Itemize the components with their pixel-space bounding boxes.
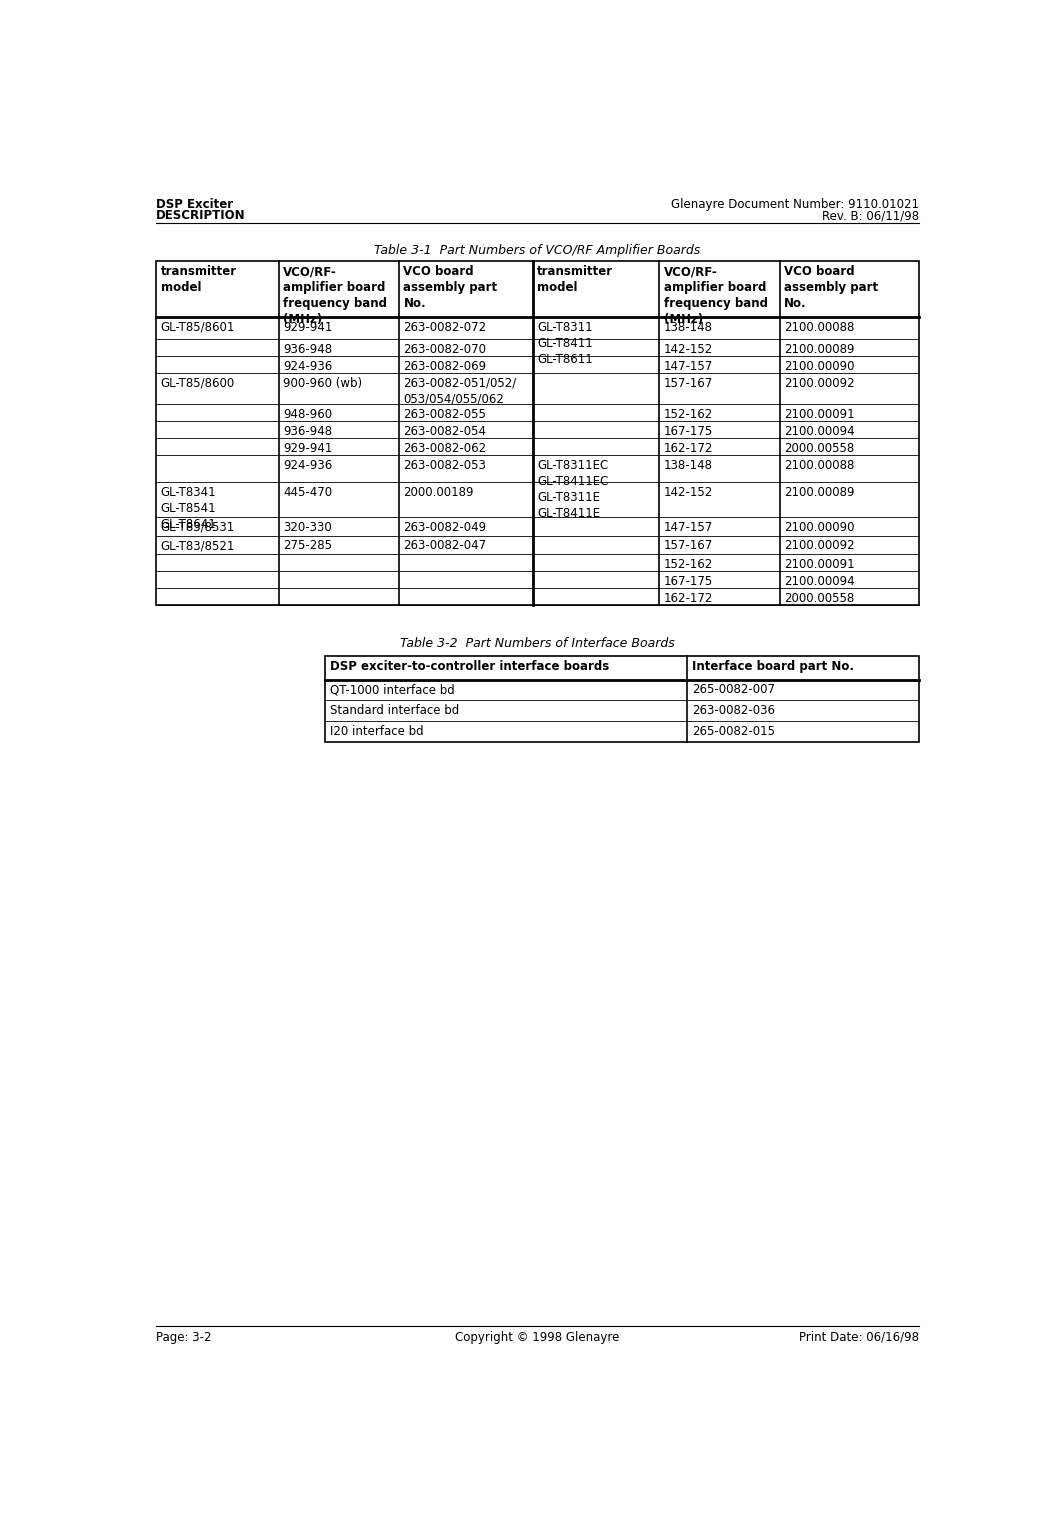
Text: DSP Exciter: DSP Exciter [156, 198, 233, 211]
Text: Table 3-2  Part Numbers of Interface Boards: Table 3-2 Part Numbers of Interface Boar… [401, 638, 675, 650]
Text: Print Date: 06/16/98: Print Date: 06/16/98 [799, 1331, 919, 1343]
Text: 157-167: 157-167 [664, 377, 713, 390]
Text: 167-175: 167-175 [664, 424, 713, 438]
Text: 2100.00089: 2100.00089 [785, 343, 855, 357]
Text: 275-285: 275-285 [283, 539, 333, 552]
Text: 263-0082-062: 263-0082-062 [404, 441, 487, 455]
Text: VCO board
assembly part
No.: VCO board assembly part No. [404, 266, 497, 310]
Text: 263-0082-051/052/
053/054/055/062: 263-0082-051/052/ 053/054/055/062 [404, 377, 517, 406]
Text: 2100.00091: 2100.00091 [785, 558, 855, 570]
Text: 2100.00090: 2100.00090 [785, 360, 855, 373]
Text: GL-T83/8521: GL-T83/8521 [160, 539, 235, 552]
Text: 445-470: 445-470 [283, 486, 333, 500]
Text: 162-172: 162-172 [664, 441, 713, 455]
Text: 142-152: 142-152 [664, 486, 713, 500]
Text: 147-157: 147-157 [664, 360, 713, 373]
Text: 263-0082-049: 263-0082-049 [404, 521, 487, 533]
Text: Rev. B: 06/11/98: Rev. B: 06/11/98 [822, 209, 919, 221]
Text: 157-167: 157-167 [664, 539, 713, 552]
Text: 263-0082-047: 263-0082-047 [404, 539, 487, 552]
Bar [156, 261, 919, 606]
Text: 167-175: 167-175 [664, 575, 713, 587]
Text: GL-T8311EC
GL-T8411EC
GL-T8311E
GL-T8411E: GL-T8311EC GL-T8411EC GL-T8311E GL-T8411… [537, 458, 608, 520]
Text: 2100.00089: 2100.00089 [785, 486, 855, 500]
Text: 263-0082-072: 263-0082-072 [404, 321, 487, 334]
Text: 2100.00091: 2100.00091 [785, 407, 855, 421]
Text: transmitter
model: transmitter model [537, 266, 614, 294]
Text: 2000.00189: 2000.00189 [404, 486, 474, 500]
Text: DESCRIPTION: DESCRIPTION [156, 209, 245, 221]
Text: 2100.00090: 2100.00090 [785, 521, 855, 533]
Text: Copyright © 1998 Glenayre: Copyright © 1998 Glenayre [455, 1331, 620, 1343]
Text: QT-1000 interface bd: QT-1000 interface bd [329, 684, 454, 696]
Text: 263-0082-069: 263-0082-069 [404, 360, 487, 373]
Text: 142-152: 142-152 [664, 343, 713, 357]
Text: 2000.00558: 2000.00558 [785, 592, 855, 604]
Text: VCO/RF-
amplifier board
frequency band
(MHz): VCO/RF- amplifier board frequency band (… [283, 266, 387, 326]
Text: I20 interface bd: I20 interface bd [329, 725, 423, 738]
Text: transmitter
model: transmitter model [160, 266, 237, 294]
Text: 152-162: 152-162 [664, 407, 713, 421]
Text: Table 3-1  Part Numbers of VCO/RF Amplifier Boards: Table 3-1 Part Numbers of VCO/RF Amplifi… [374, 244, 701, 258]
Text: 138-148: 138-148 [664, 321, 713, 334]
Text: 263-0082-070: 263-0082-070 [404, 343, 487, 357]
Text: DSP exciter-to-controller interface boards: DSP exciter-to-controller interface boar… [329, 661, 608, 673]
Text: 263-0082-053: 263-0082-053 [404, 458, 487, 472]
Text: Glenayre Document Number: 9110.01021: Glenayre Document Number: 9110.01021 [671, 198, 919, 211]
Text: 263-0082-036: 263-0082-036 [692, 704, 775, 718]
Text: 2000.00558: 2000.00558 [785, 441, 855, 455]
Text: GL-T85/8601: GL-T85/8601 [160, 321, 235, 334]
Bar [325, 656, 919, 742]
Text: 147-157: 147-157 [664, 521, 713, 533]
Text: 152-162: 152-162 [664, 558, 713, 570]
Text: 924-936: 924-936 [283, 360, 333, 373]
Text: 2100.00088: 2100.00088 [785, 321, 855, 334]
Text: 929-941: 929-941 [283, 441, 333, 455]
Text: 263-0082-055: 263-0082-055 [404, 407, 487, 421]
Text: GL-T8341
GL-T8541
GL-T8641: GL-T8341 GL-T8541 GL-T8641 [160, 486, 216, 532]
Text: 924-936: 924-936 [283, 458, 333, 472]
Text: 2100.00092: 2100.00092 [785, 539, 855, 552]
Text: 263-0082-054: 263-0082-054 [404, 424, 487, 438]
Text: 265-0082-007: 265-0082-007 [692, 684, 775, 696]
Text: 948-960: 948-960 [283, 407, 333, 421]
Text: 162-172: 162-172 [664, 592, 713, 604]
Text: 900-960 (wb): 900-960 (wb) [283, 377, 362, 390]
Text: 936-948: 936-948 [283, 343, 333, 357]
Text: GL-T8311
GL-T8411
GL-T8611: GL-T8311 GL-T8411 GL-T8611 [537, 321, 593, 366]
Text: 929-941: 929-941 [283, 321, 333, 334]
Text: Interface board part No.: Interface board part No. [692, 661, 854, 673]
Text: 320-330: 320-330 [283, 521, 333, 533]
Text: Page: 3-2: Page: 3-2 [156, 1331, 212, 1343]
Text: VCO board
assembly part
No.: VCO board assembly part No. [785, 266, 878, 310]
Text: GL-T85/8600: GL-T85/8600 [160, 377, 235, 390]
Text: 138-148: 138-148 [664, 458, 713, 472]
Text: 2100.00094: 2100.00094 [785, 575, 855, 587]
Text: 936-948: 936-948 [283, 424, 333, 438]
Text: GL-T83/8531: GL-T83/8531 [160, 521, 235, 533]
Text: 265-0082-015: 265-0082-015 [692, 725, 775, 738]
Text: Standard interface bd: Standard interface bd [329, 704, 458, 718]
Text: 2100.00094: 2100.00094 [785, 424, 855, 438]
Text: VCO/RF-
amplifier board
frequency band
(MHz): VCO/RF- amplifier board frequency band (… [664, 266, 768, 326]
Text: 2100.00092: 2100.00092 [785, 377, 855, 390]
Text: 2100.00088: 2100.00088 [785, 458, 855, 472]
